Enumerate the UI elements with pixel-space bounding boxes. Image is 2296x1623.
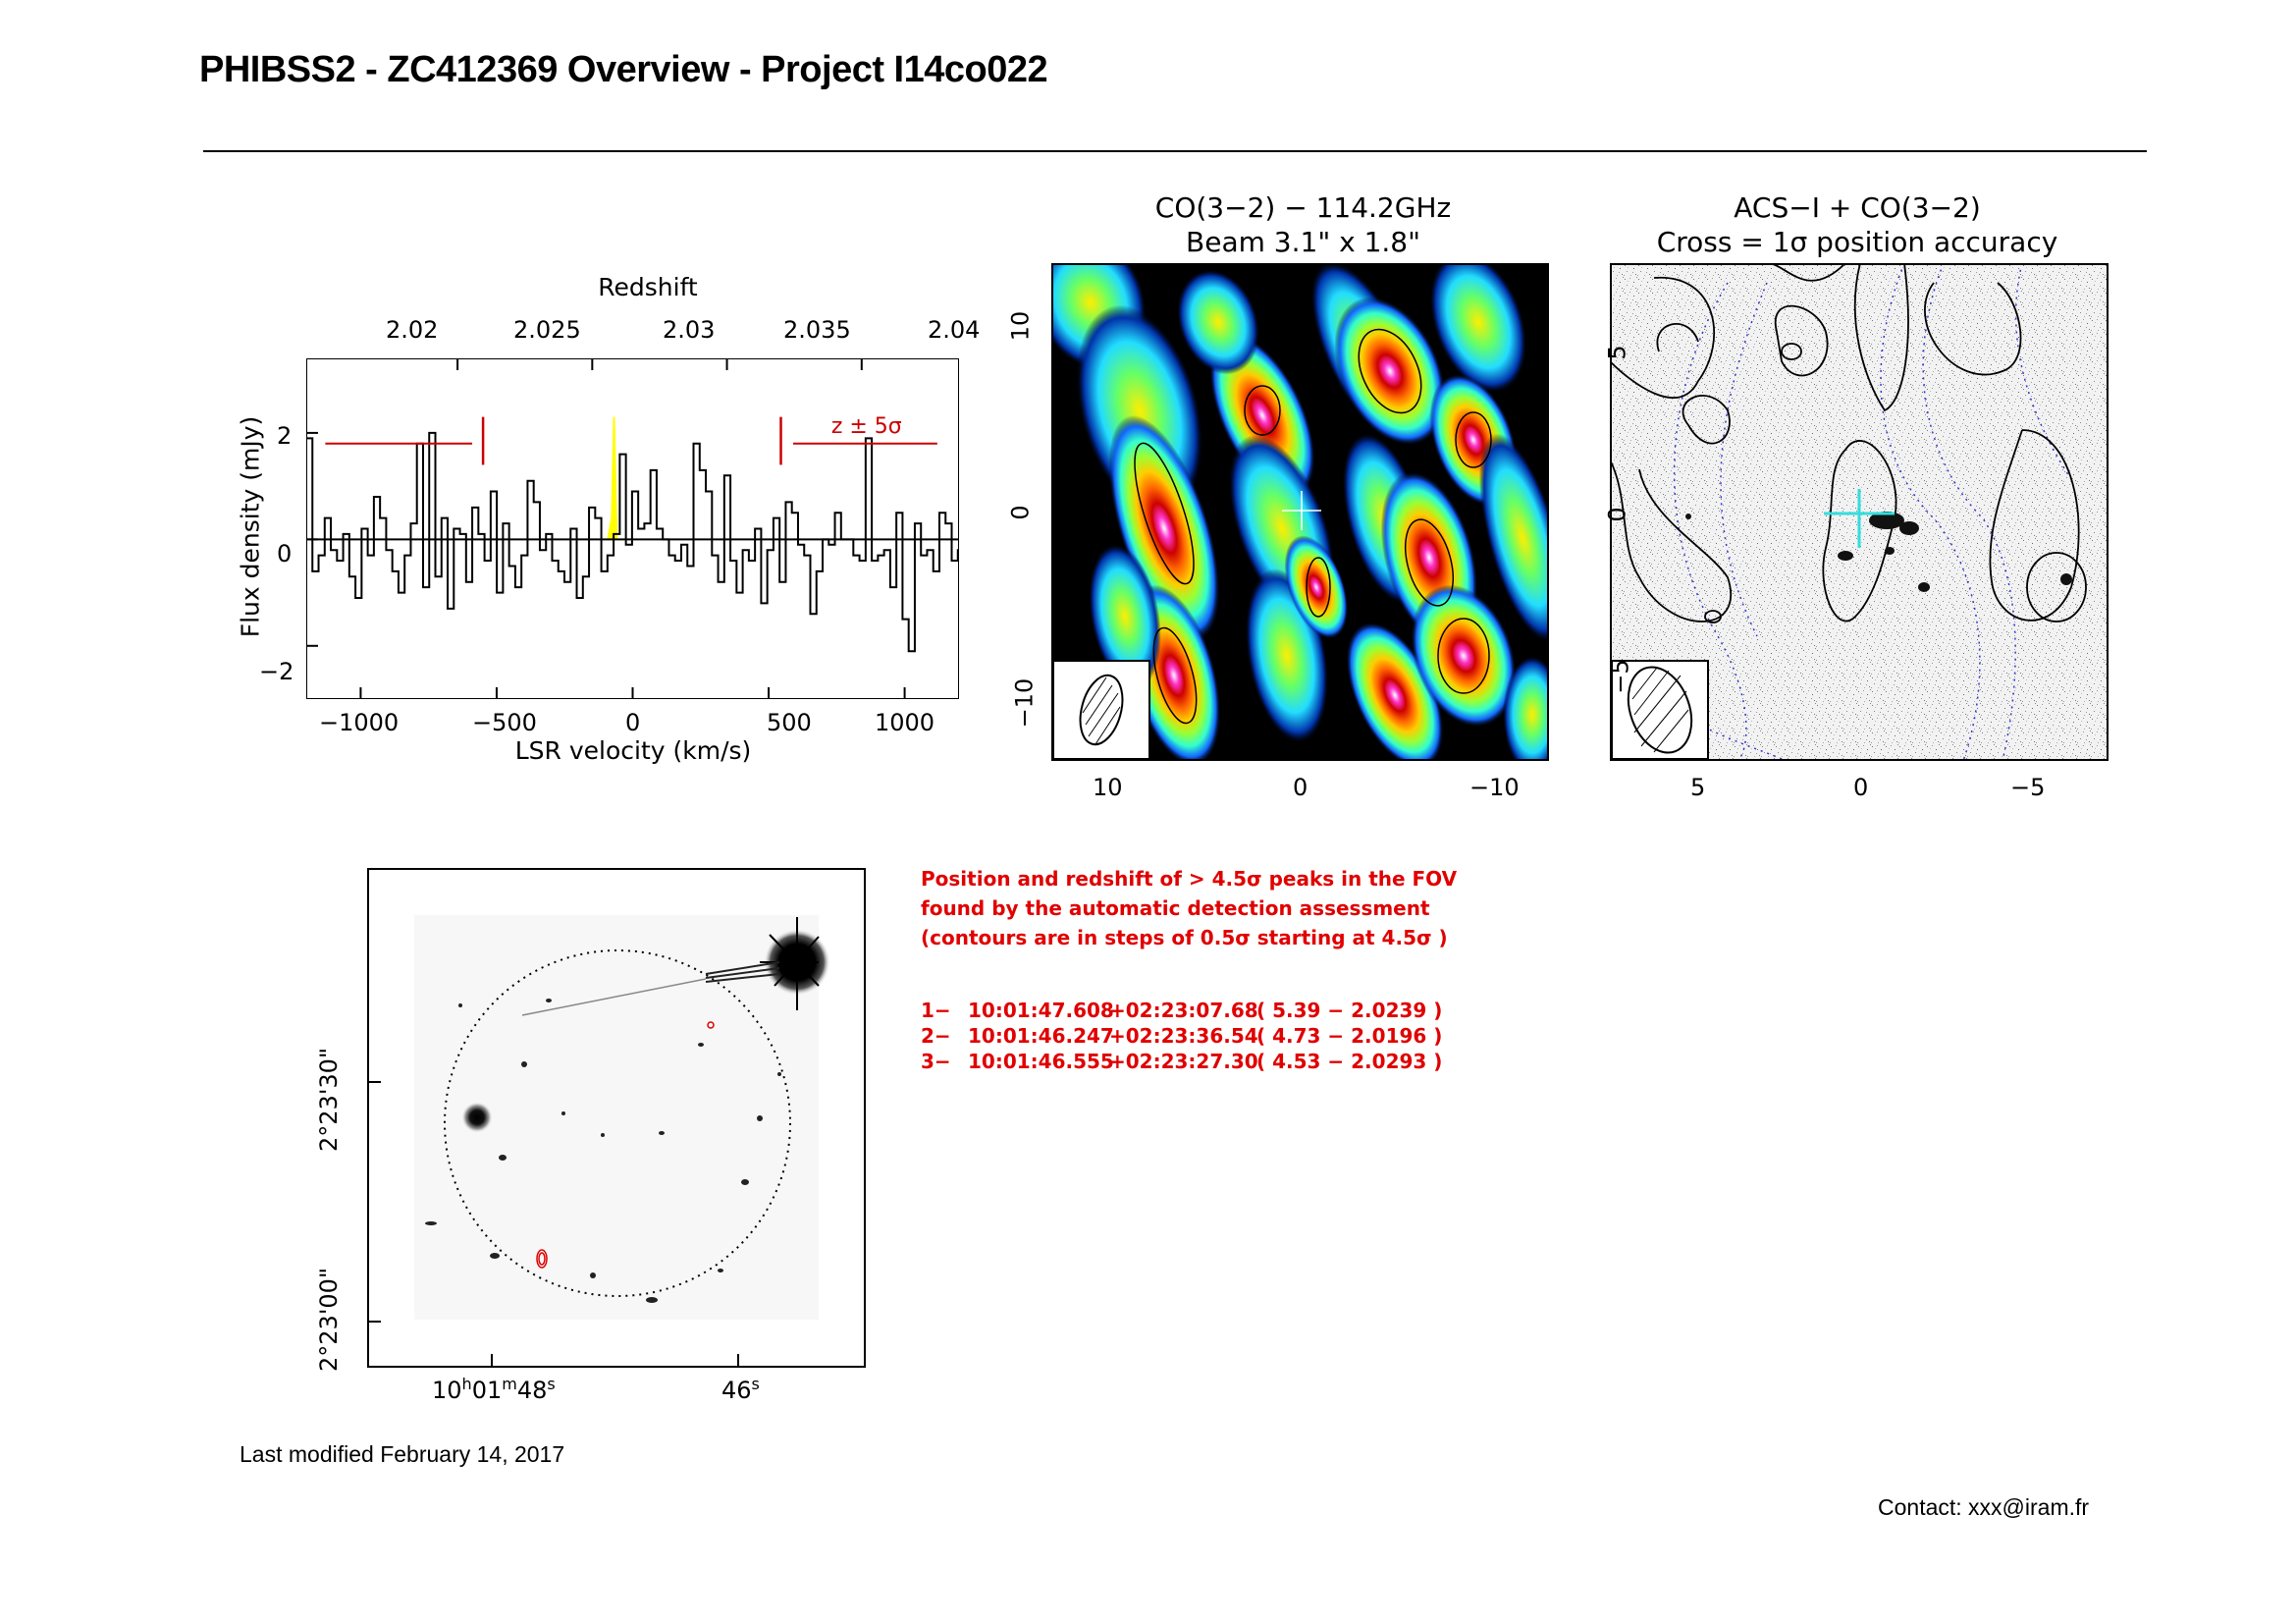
peak-dec: +02:23:07.68 [1109,999,1258,1022]
redshift-tick: 2.035 [783,316,851,344]
redshift-axis-label: Redshift [598,273,698,301]
beam-ellipse [1079,674,1124,746]
dotted-contours [1668,263,2072,761]
peak-list: 1− 10:01:47.608+02:23:07.68( 5.39 − 2.023… [921,998,1442,1074]
redshift-tick: 2.03 [663,316,716,344]
co-y-tick: −10 [1010,677,1039,729]
peak-row: 3− 10:01:46.555+02:23:27.30( 4.53 − 2.029… [921,1049,1442,1074]
acs-y-tick: 5 [1603,345,1631,360]
co-x-tick: −10 [1469,774,1520,801]
spectrum-plot: z ± 5σ [306,358,959,699]
primary-beam-circle [444,949,791,1297]
acs-beam-hatch [1631,667,1689,753]
co-x-tick: 0 [1293,774,1308,801]
note-line: found by the automatic detection assessm… [921,896,1430,920]
ra-seconds-unit-2: s [751,1375,760,1393]
ra-seconds-unit: s [547,1375,556,1393]
field-bright-galaxy [461,1102,493,1133]
co-contours [1134,328,1492,725]
y-tick: −2 [259,658,294,685]
position-cross [1282,491,1321,530]
peak-id: 1− [921,999,951,1022]
peak-dec: +02:23:36.54 [1109,1024,1258,1048]
note-line: Position and redshift of > 4.5σ peaks in… [921,867,1458,891]
y-tick: 2 [277,422,293,450]
acs-y-tick: −5 [1606,659,1634,694]
peak-row: 1− 10:01:47.608+02:23:07.68( 5.39 − 2.023… [921,998,1442,1023]
acs-y-tick: 0 [1603,507,1631,522]
line-highlight [607,416,618,540]
ra-minutes: 01 [471,1377,503,1404]
y-tick: 0 [277,540,293,568]
acs-map-frame [1610,263,2109,761]
peak-id: 3− [921,1050,951,1073]
co-y-tick: 10 [1006,310,1035,342]
note-line: (contours are in steps of 0.5σ starting … [921,926,1448,949]
beam-hatch [1082,676,1121,745]
co-map-image [1051,263,1549,761]
galaxy-emission [1685,512,2072,592]
acs-x-tick: −5 [2010,774,2046,801]
x-tick: 500 [767,709,812,736]
last-modified: Last modified February 14, 2017 [240,1441,565,1467]
co-map-title-line1: CO(3−2) − 114.2GHz [1154,191,1452,224]
redshift-tick: 2.02 [386,316,439,344]
redshift-tick: 2.025 [513,316,581,344]
co-map-frame [1051,263,1549,761]
acs-beam-ellipse [1627,666,1693,754]
x-tick: 0 [625,709,641,736]
ra-seconds-2: 46 [721,1377,752,1404]
dec-tick-1: 2°23'30" [314,1048,343,1152]
peak-ra: 10:01:46.247 [968,1024,1114,1048]
peak-ra: 10:01:46.555 [968,1050,1114,1073]
peak-info: ( 5.39 − 2.0239 ) [1256,999,1443,1022]
acs-map-image [1610,263,2109,761]
field-ticks [368,1081,739,1367]
field-map-image [367,868,866,1368]
acs-x-tick: 0 [1853,774,1869,801]
z-range-label: z ± 5σ [831,414,902,439]
x-axis-label: LSR velocity (km/s) [514,736,752,765]
acs-map-title-line2: Cross = 1σ position accuracy [1656,226,2058,258]
co-map-title-line2: Beam 3.1" x 1.8" [1186,226,1420,258]
acs-position-cross [1824,489,1895,548]
acs-x-tick: 5 [1690,774,1706,801]
peak-info: ( 4.73 − 2.0196 ) [1256,1024,1443,1048]
peak-row: 2− 10:01:46.247+02:23:36.54( 4.73 − 2.019… [921,1023,1442,1049]
spectrum-line [306,431,959,653]
page-title: PHIBSS2 - ZC412369 Overview - Project I1… [199,49,1048,90]
ra-hours-unit: h [461,1375,472,1393]
dec-tick-2: 2°23'00" [314,1268,343,1372]
co-emission-blobs [1051,263,1549,761]
ra-minutes-unit: m [502,1375,517,1393]
x-tick: 1000 [875,709,935,736]
ra-seconds: 48 [516,1377,548,1404]
diffraction-spikes [760,917,820,1010]
acs-map-title-line1: ACS−I + CO(3−2) [1734,191,1981,224]
peak-id: 2− [921,1024,951,1048]
peak-info: ( 4.53 − 2.0293 ) [1256,1050,1443,1073]
detection-contours [536,1021,715,1269]
field-sources [425,999,781,1303]
redshift-tick: 2.04 [928,316,981,344]
ra-tick-1: 10h01m48s [432,1375,556,1404]
ra-hours: 10 [432,1377,462,1404]
co-x-tick: 10 [1093,774,1123,801]
co-y-tick: 0 [1006,505,1035,520]
contact: Contact: xxx@iram.fr [1878,1494,2090,1520]
y-axis-label: Flux density (mJy) [236,415,265,638]
ra-tick-2: 46s [721,1375,760,1404]
spectrum-panel: Redshift 2.02 2.025 2.03 2.035 2.04 z ± … [226,265,1001,776]
satellite-trail [521,961,780,1016]
detection-notes: Position and redshift of > 4.5σ peaks in… [921,864,1457,952]
peak-ra: 10:01:47.608 [968,999,1114,1022]
peak-dec: +02:23:27.30 [1109,1050,1258,1073]
x-tick: −500 [472,709,537,736]
title-divider [203,150,2147,152]
x-tick: −1000 [319,709,400,736]
beam-box [1052,660,1150,760]
